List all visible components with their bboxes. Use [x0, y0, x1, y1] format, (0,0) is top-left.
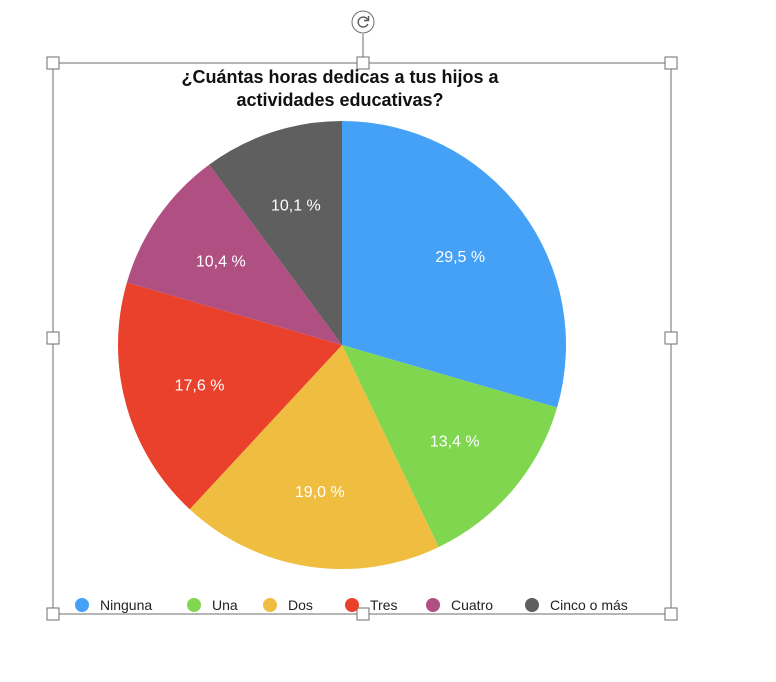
legend: Ninguna Una Dos Tres Cuatro Cinco o más: [75, 597, 628, 613]
legend-label-tres: Tres: [370, 597, 397, 613]
pie-slice-una: [342, 345, 558, 548]
legend-swatch-cinco-o-mas: [525, 598, 539, 612]
legend-label-cinco-o-mas: Cinco o más: [550, 597, 628, 613]
legend-label-una: Una: [212, 597, 238, 613]
slice-label-tres: 17,6 %: [175, 377, 225, 394]
resize-handle-top-right[interactable]: [664, 56, 678, 70]
legend-swatch-cuatro: [426, 598, 440, 612]
legend-swatch-ninguna: [75, 598, 89, 612]
resize-handle-top[interactable]: [356, 56, 370, 70]
resize-handle-bottom[interactable]: [356, 607, 370, 621]
resize-handle-bottom-right[interactable]: [664, 607, 678, 621]
slice-label-una: 13,4 %: [430, 434, 480, 451]
legend-swatch-tres: [345, 598, 359, 612]
resize-handle-right[interactable]: [664, 331, 678, 345]
legend-swatch-dos: [263, 598, 277, 612]
legend-label-cuatro: Cuatro: [451, 597, 493, 613]
resize-handle-top-left[interactable]: [46, 56, 60, 70]
rotate-icon[interactable]: [351, 10, 375, 34]
slice-label-cinco-o-mas: 10,1 %: [271, 198, 321, 215]
pie-slice-dos: [189, 345, 439, 569]
slice-label-dos: 19,0 %: [295, 484, 345, 501]
pie-slice-tres: [117, 282, 343, 510]
legend-label-dos: Dos: [288, 597, 313, 613]
slice-label-ninguna: 29,5 %: [435, 249, 485, 266]
pie-slice-cinco-o-mas: [209, 121, 342, 345]
chart-title-line-2: actividades educativas?: [236, 90, 443, 110]
slice-label-cuatro: 10,4 %: [196, 253, 246, 270]
legend-label-ninguna: Ninguna: [100, 597, 152, 613]
chart-title-line-1: ¿Cuántas horas dedicas a tus hijos a: [181, 67, 499, 87]
legend-swatch-una: [187, 598, 201, 612]
pie: 29,5 % 13,4 % 19,0 % 17,6 % 10,4 % 10,1 %: [117, 121, 566, 569]
resize-handle-bottom-left[interactable]: [46, 607, 60, 621]
pie-slice-ninguna: [342, 121, 566, 408]
pie-slice-cuatro: [126, 164, 342, 345]
resize-handle-left[interactable]: [46, 331, 60, 345]
